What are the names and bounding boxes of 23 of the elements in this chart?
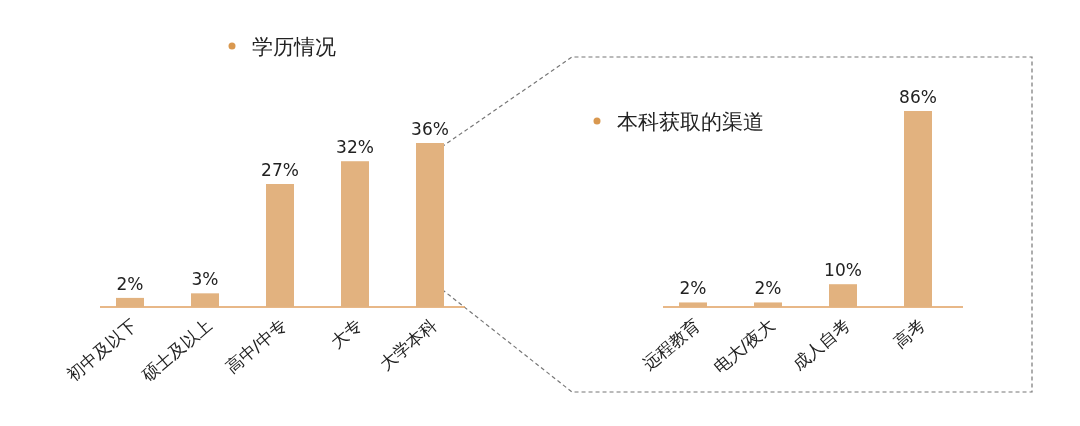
data-label: 86% [899, 87, 937, 107]
data-label: 2% [754, 278, 782, 299]
bar [116, 297, 144, 307]
data-label: 2% [679, 278, 707, 299]
data-label: 3% [191, 269, 219, 290]
data-label: 10% [824, 260, 862, 281]
x-tick-label: 远程教育 [638, 314, 704, 374]
data-label: 32% [336, 137, 374, 158]
data-label: 2% [116, 273, 144, 294]
x-tick-label: 大专 [326, 314, 366, 352]
x-tick-label: 成人自考 [788, 314, 854, 374]
data-label: 36% [411, 119, 449, 139]
x-tick-label: 大学本科 [375, 314, 441, 374]
x-tick-label: 电大/夜大 [709, 314, 779, 378]
chart-title: 本科获取的渠道 [617, 110, 764, 134]
bar [191, 293, 219, 307]
chart-title: 学历情况 [252, 35, 336, 59]
x-tick-label: 高中/中专 [221, 314, 291, 378]
bar [266, 184, 294, 307]
bar [416, 143, 444, 307]
x-tick-label: 高考 [889, 314, 929, 352]
bar [341, 161, 369, 307]
data-label: 27% [261, 160, 299, 180]
